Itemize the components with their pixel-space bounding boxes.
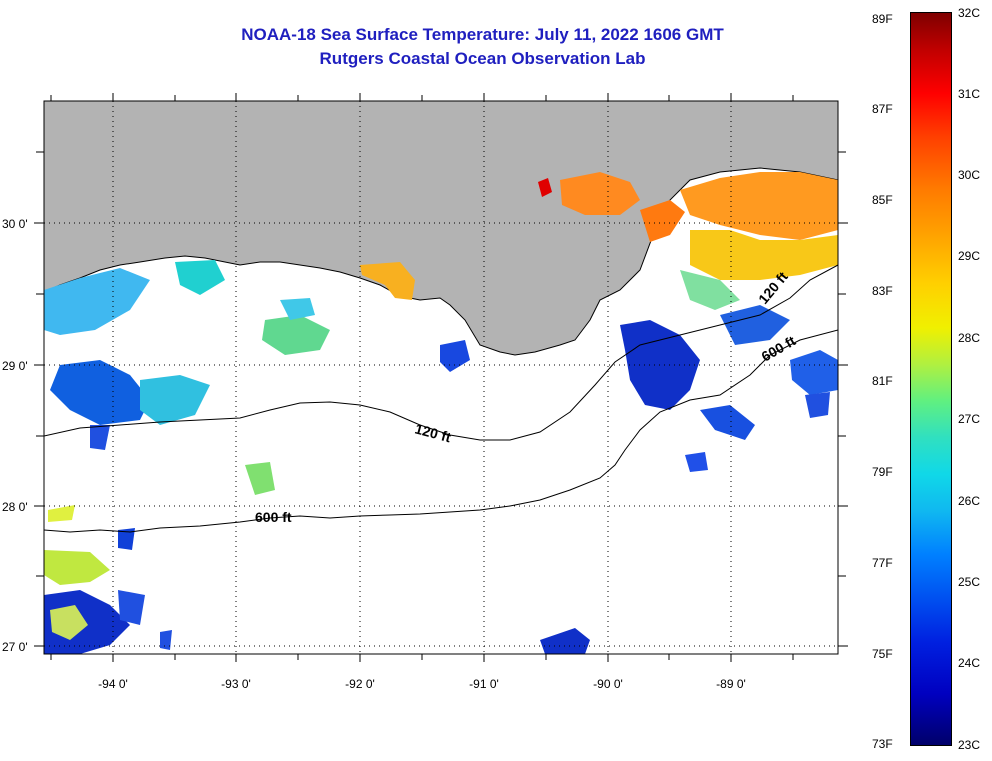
mixed-water-region [44,550,110,585]
chart-title-line-1: NOAA-18 Sea Surface Temperature: July 11… [241,25,724,44]
hot-spot [538,178,552,197]
mixed-water-region [140,375,210,425]
contour-label: 600 ft [255,509,292,525]
mixed-water-region [175,260,225,295]
cold-water-region [805,392,830,418]
celsius-tick-label: 29C [958,249,981,263]
celsius-tick-label: 27C [958,412,981,426]
cold-water-region [720,305,790,345]
contour-600ft-line [44,329,838,533]
gridlines [44,101,838,654]
warm-water-region [360,262,415,300]
contour-120ft-line [44,264,838,441]
fahrenheit-tick-label: 89F [872,12,893,26]
longitude-label: -89 0' [716,677,746,691]
mixed-water-region [44,268,150,335]
longitude-label: -92 0' [345,677,375,691]
cold-water-region [790,350,838,395]
warm-water-region [560,172,640,215]
axis-ticks [34,93,848,662]
cold-water-region [685,452,708,472]
mixed-water-region [280,298,315,320]
fahrenheit-tick-label: 75F [872,647,893,661]
celsius-tick-label: 28C [958,331,981,345]
chart-title-line-2: Rutgers Coastal Ocean Observation Lab [319,49,646,68]
mild-water-region [680,270,740,310]
fahrenheit-tick-label: 73F [872,737,893,751]
mixed-water-region [90,425,110,450]
warm-water-region [690,230,838,280]
longitude-label: -93 0' [221,677,251,691]
mixed-water-region [48,505,75,522]
celsius-tick-label: 23C [958,738,981,752]
longitude-label: -90 0' [593,677,623,691]
mixed-water-region [118,528,135,550]
mixed-water-region [245,462,275,495]
longitude-label: -91 0' [469,677,499,691]
latitude-label: 29 0' [2,359,28,373]
celsius-tick-label: 31C [958,87,981,101]
cold-water-region [540,628,590,654]
celsius-tick-label: 32C [958,6,981,20]
mixed-water-region [160,630,172,650]
longitude-label: -94 0' [98,677,128,691]
fahrenheit-tick-label: 77F [872,556,893,570]
mixed-water-region [262,315,330,355]
latitude-label: 28 0' [2,500,28,514]
temperature-colorbar [910,12,952,746]
fahrenheit-tick-label: 85F [872,193,893,207]
cold-water-region [620,320,700,410]
cold-water-region [700,405,755,440]
latitude-label: 27 0' [2,640,28,654]
fahrenheit-tick-label: 87F [872,102,893,116]
fahrenheit-tick-label: 79F [872,465,893,479]
celsius-tick-label: 26C [958,494,981,508]
latitude-label: 30 0' [2,217,28,231]
warm-water-region [640,200,685,242]
mixed-water-region [50,605,88,640]
cold-water-region [440,340,470,372]
celsius-tick-label: 25C [958,575,981,589]
mixed-water-region [118,590,145,625]
map-frame [43,100,839,655]
celsius-tick-label: 30C [958,168,981,182]
mixed-water-region [50,360,150,425]
fahrenheit-tick-label: 83F [872,284,893,298]
celsius-tick-label: 24C [958,656,981,670]
fahrenheit-tick-label: 81F [872,374,893,388]
